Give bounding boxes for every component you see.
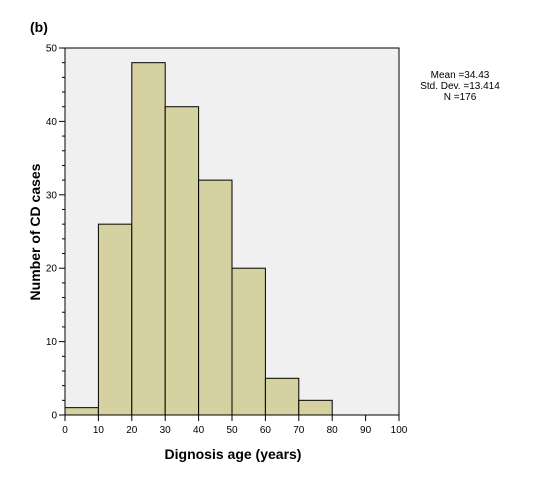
histogram-bar-60-70 [264,377,300,416]
x-axis: 0 10 20 30 40 50 60 70 80 90 100 [62,415,408,436]
histogram-bar-70-80 [298,399,333,416]
x-tick-label-40: 40 [193,425,205,436]
x-tick-label-60: 60 [260,425,272,436]
y-tick-label-0: 0 [51,411,57,422]
x-tick-label-70: 70 [293,425,305,436]
histogram-bar-30-40 [164,106,200,416]
histogram-bar-50-60 [231,267,266,416]
histogram-bar-10-20 [97,223,133,416]
histogram-bar-40-50 [198,179,233,416]
stat-n: N =176 [444,92,477,103]
y-tick-label-50: 50 [46,44,58,55]
x-tick-label-20: 20 [126,425,138,436]
histogram-bar-0-10 [64,407,99,416]
y-tick-label-20: 20 [46,264,58,275]
bars-group [64,62,333,416]
y-axis: 0 10 20 30 40 50 [46,44,65,422]
x-tick-label-10: 10 [93,425,105,436]
x-tick-label-50: 50 [226,425,238,436]
x-tick-label-90: 90 [360,425,372,436]
x-tick-label-30: 30 [160,425,172,436]
histogram-bar-20-30 [131,62,166,416]
y-axis-title: Number of CD cases [27,163,43,300]
x-tick-label-100: 100 [391,425,408,436]
panel-label: (b) [30,19,48,35]
x-tick-label-0: 0 [62,425,68,436]
x-tick-label-80: 80 [327,425,339,436]
stat-std-dev: Std. Dev. =13.414 [420,81,500,92]
x-axis-title: Dignosis age (years) [165,446,302,462]
y-tick-label-40: 40 [46,117,58,128]
stat-mean: Mean =34.43 [431,70,490,81]
stats-box: Mean =34.43 Std. Dev. =13.414 N =176 [420,70,500,103]
y-tick-label-30: 30 [46,190,58,201]
y-tick-label-10: 10 [46,337,58,348]
